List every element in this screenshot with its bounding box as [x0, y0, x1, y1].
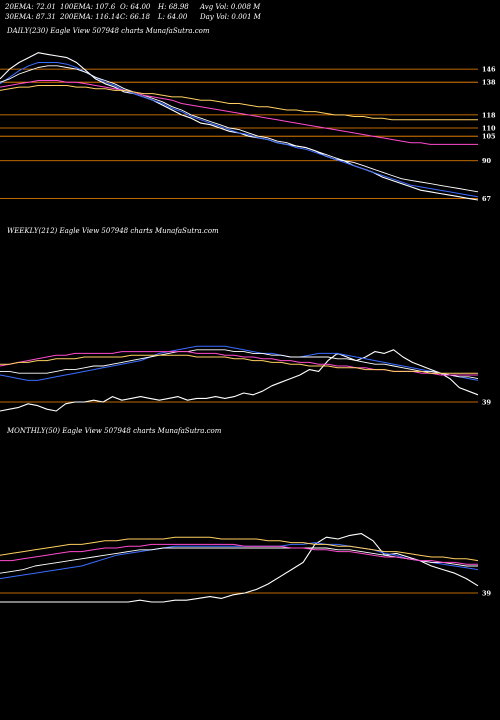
header-day-vol: Day Vol: 0.001 M [200, 13, 261, 21]
header-30ema: 30EMA: 87.31 [5, 13, 56, 21]
header-open: O: 64.00 [120, 3, 151, 11]
weekly-price-line [0, 349, 479, 412]
weekly-ema30-line [0, 349, 479, 380]
header-low: L: 64.00 [158, 13, 188, 21]
header-20ema: 20EMA: 72.01 [5, 3, 56, 11]
monthly-level-label: 39 [482, 590, 492, 598]
weekly-ema200-line [0, 354, 478, 374]
header-high: H: 68.98 [158, 3, 189, 11]
daily-level-label: 146 [482, 66, 496, 74]
monthly-ema20-line [0, 542, 479, 580]
weekly-chart-title: WEEKLY(212) Eagle View 507948 charts Mun… [7, 227, 219, 235]
daily-level-label: 90 [482, 157, 492, 165]
daily-ema200-line [0, 85, 478, 121]
daily-level-label: 118 [482, 111, 496, 119]
header-avg-vol: Avg Vol: 0.008 M [200, 3, 261, 11]
daily-ema100-line [0, 80, 478, 145]
weekly-level-label: 39 [482, 399, 492, 407]
daily-level-label: 138 [482, 79, 496, 87]
monthly-ema100-line [0, 543, 478, 565]
daily-level-label: 67 [482, 195, 491, 203]
daily-level-label: 110 [482, 125, 496, 133]
weekly-ema20-line [0, 345, 479, 381]
header-200ema: 200EMA: 116.14 [60, 13, 120, 21]
monthly-price-line [0, 533, 479, 603]
daily-ema30-line [0, 65, 479, 193]
monthly-chart-title: MONTHLY(50) Eagle View 507948 charts Mun… [7, 427, 222, 435]
header-close: C: 66.18 [120, 13, 150, 21]
daily-chart-title: DAILY(230) Eagle View 507948 charts Muna… [7, 27, 210, 35]
monthly-ema200-line [0, 536, 479, 562]
daily-ema20-line [0, 62, 479, 198]
daily-level-label: 105 [482, 133, 496, 141]
header-100ema: 100EMA: 107.6 [60, 3, 116, 11]
daily-price-line [0, 52, 479, 201]
